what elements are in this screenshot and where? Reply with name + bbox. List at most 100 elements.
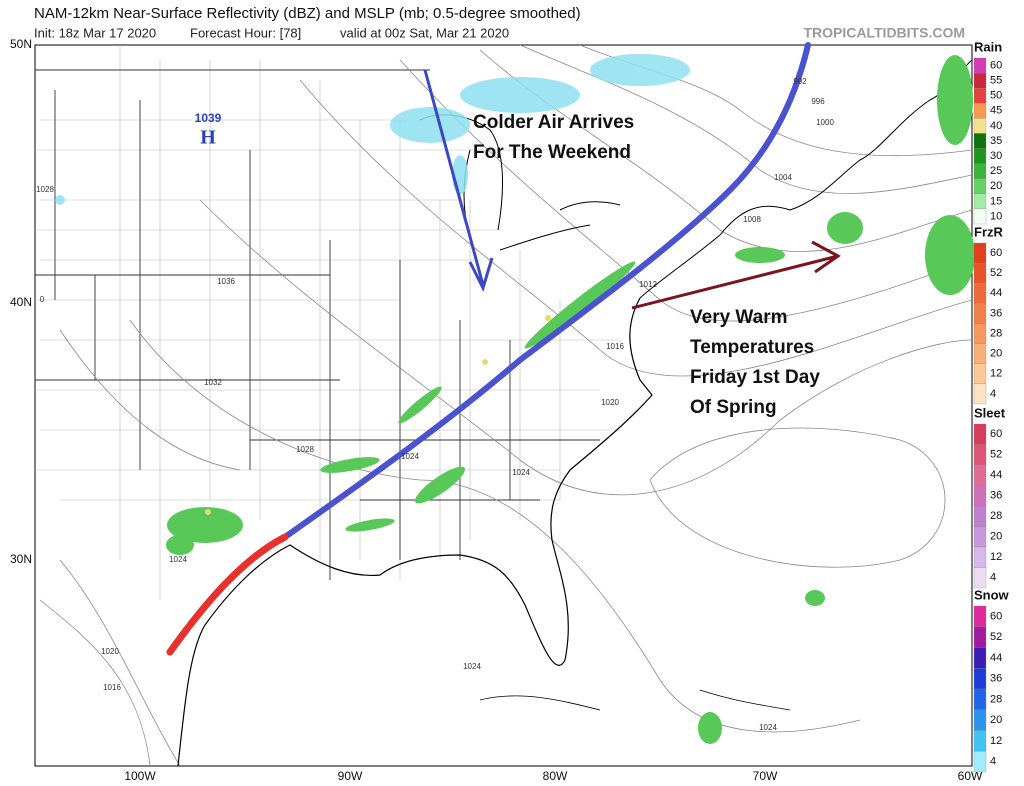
annotation: Of Spring — [690, 397, 777, 418]
map-area — [34, 42, 975, 767]
legend-tick: 52 — [990, 631, 1002, 643]
lon-label: 60W — [958, 769, 983, 783]
legend-tick: 30 — [990, 150, 1002, 162]
high-value: 1039 — [195, 111, 222, 125]
isobar-label: 992 — [793, 77, 807, 86]
lon-label: 90W — [338, 769, 363, 783]
legend-swatch — [973, 688, 987, 710]
legend-swatch — [973, 383, 987, 405]
legend-swatch — [973, 303, 987, 324]
isobar-label: 1024 — [401, 452, 419, 461]
cold-air-arrow — [423, 69, 494, 293]
legend-swatch — [973, 283, 987, 304]
legend-title: Sleet — [974, 405, 1006, 420]
legend-swatch — [973, 72, 987, 89]
legend-swatch — [973, 178, 987, 194]
legend-title: FrzR — [974, 224, 1004, 239]
legend-swatch — [973, 208, 987, 225]
legend-swatch — [973, 193, 987, 210]
legend-tick: 4 — [990, 388, 996, 400]
isobar-label: 1028 — [36, 185, 54, 194]
forecast-hour: Forecast Hour: [78] — [190, 25, 301, 40]
legend-swatch — [973, 133, 987, 149]
legend-swatch — [973, 505, 987, 527]
isobar-label: 1016 — [103, 683, 121, 692]
legend-swatch — [973, 444, 987, 466]
legend-tick: 45 — [990, 105, 1002, 117]
analysis-lines — [166, 42, 841, 656]
isobar-label: 1004 — [774, 173, 792, 182]
watermark: TROPICALTIDBITS.COM — [803, 25, 965, 41]
legend-swatch — [973, 751, 987, 773]
legend-tick: 60 — [990, 610, 1002, 622]
warm-segment — [166, 533, 289, 656]
title: NAM-12km Near-Surface Reflectivity (dBZ)… — [34, 5, 581, 22]
isobar-label: 1008 — [743, 215, 761, 224]
legend-title: Snow — [974, 587, 1010, 602]
legend-tick: 36 — [990, 490, 1002, 502]
isobar-label: 1016 — [606, 342, 624, 351]
legend-swatch — [973, 567, 987, 589]
legend-swatch — [973, 605, 987, 627]
legend-swatch — [973, 647, 987, 669]
legend-swatch — [973, 709, 987, 731]
valid-time: valid at 00z Sat, Mar 21 2020 — [340, 25, 509, 40]
legend-tick: 20 — [990, 348, 1002, 360]
annotation: For The Weekend — [473, 142, 631, 163]
legend-tick: 12 — [990, 551, 1002, 563]
cold-front — [282, 42, 811, 540]
annotation: Temperatures — [690, 337, 814, 358]
legend-swatch — [973, 626, 987, 648]
isobar-label: 1024 — [759, 723, 777, 732]
legend-tick: 12 — [990, 368, 1002, 380]
lon-label: 100W — [124, 769, 156, 783]
legend-tick: 20 — [990, 180, 1002, 192]
isobar-label: 1020 — [601, 398, 619, 407]
legend-tick: 44 — [990, 469, 1002, 481]
isobar-label: 0 — [40, 295, 45, 304]
legend-tick: 20 — [990, 714, 1002, 726]
legend-tick: 44 — [990, 287, 1002, 299]
legend-tick: 40 — [990, 120, 1002, 132]
high-symbol: H — [200, 127, 216, 149]
legend-tick: 60 — [990, 59, 1002, 71]
isobar-label: 1020 — [101, 647, 119, 656]
warm-air-arrow — [631, 240, 841, 310]
isobar-label: 1036 — [217, 277, 235, 286]
legend-swatch — [973, 148, 987, 164]
legend-swatch — [973, 546, 987, 568]
annotation: Friday 1st Day — [690, 367, 820, 388]
legend-tick: 44 — [990, 652, 1002, 664]
legend-swatch — [973, 526, 987, 548]
legend-swatch — [973, 730, 987, 752]
legend-tick: 10 — [990, 210, 1002, 222]
isobar-label: 1000 — [816, 118, 834, 127]
isobar-label: 1032 — [204, 378, 222, 387]
legend-swatch — [973, 363, 987, 385]
legend-swatch — [973, 423, 987, 445]
legend-swatch — [973, 118, 987, 134]
legend-tick: 55 — [990, 75, 1002, 87]
init: Init: 18z Mar 17 2020 — [34, 25, 156, 40]
legend-swatch — [973, 343, 987, 364]
legend-tick: 52 — [990, 449, 1002, 461]
lat-label: 30N — [10, 552, 32, 566]
isobar-label: 1024 — [512, 468, 530, 477]
legend-swatch — [973, 88, 987, 104]
lon-label: 80W — [543, 769, 568, 783]
legend-tick: 28 — [990, 327, 1002, 339]
legend-swatch — [973, 485, 987, 507]
legend-swatch — [973, 323, 987, 344]
legend-swatch — [973, 464, 987, 486]
legend-swatch — [973, 262, 987, 284]
legend-tick: 4 — [990, 756, 996, 768]
lat-label: 40N — [10, 295, 32, 309]
legend-tick: 28 — [990, 510, 1002, 522]
legend-tick: 50 — [990, 90, 1002, 102]
lat-label: 50N — [10, 37, 32, 51]
legend-swatch — [973, 668, 987, 690]
legend-tick: 28 — [990, 693, 1002, 705]
legend-tick: 35 — [990, 135, 1002, 147]
legend-tick: 60 — [990, 247, 1002, 259]
